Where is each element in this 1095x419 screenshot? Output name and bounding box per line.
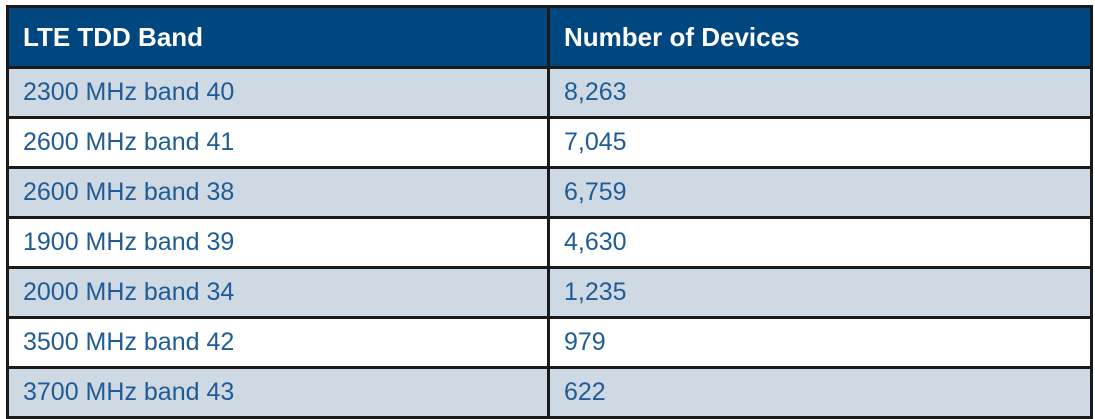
- devices-cell: 979: [547, 316, 1093, 369]
- lte-tdd-band-table: LTE TDD Band Number of Devices 2300 MHz …: [6, 5, 1093, 419]
- devices-cell: 4,630: [547, 216, 1093, 269]
- table-row: 2000 MHz band 34 1,235: [6, 266, 1093, 319]
- table-row: 1900 MHz band 39 4,630: [6, 216, 1093, 269]
- table-row: 2600 MHz band 38 6,759: [6, 166, 1093, 219]
- table-row: 3500 MHz band 42 979: [6, 316, 1093, 369]
- devices-cell: 1,235: [547, 266, 1093, 319]
- band-cell: 2300 MHz band 40: [6, 66, 550, 119]
- devices-cell: 622: [547, 366, 1093, 419]
- band-cell: 2000 MHz band 34: [6, 266, 550, 319]
- table-header-row: LTE TDD Band Number of Devices: [6, 5, 1093, 69]
- band-cell: 1900 MHz band 39: [6, 216, 550, 269]
- band-cell: 2600 MHz band 38: [6, 166, 550, 219]
- devices-cell: 6,759: [547, 166, 1093, 219]
- band-cell: 3500 MHz band 42: [6, 316, 550, 369]
- devices-cell: 7,045: [547, 116, 1093, 169]
- header-lte-tdd-band: LTE TDD Band: [6, 5, 550, 69]
- devices-cell: 8,263: [547, 66, 1093, 119]
- table-row: 2600 MHz band 41 7,045: [6, 116, 1093, 169]
- header-number-of-devices: Number of Devices: [547, 5, 1093, 69]
- band-cell: 2600 MHz band 41: [6, 116, 550, 169]
- table-row: 2300 MHz band 40 8,263: [6, 66, 1093, 119]
- band-cell: 3700 MHz band 43: [6, 366, 550, 419]
- table-row: 3700 MHz band 43 622: [6, 366, 1093, 419]
